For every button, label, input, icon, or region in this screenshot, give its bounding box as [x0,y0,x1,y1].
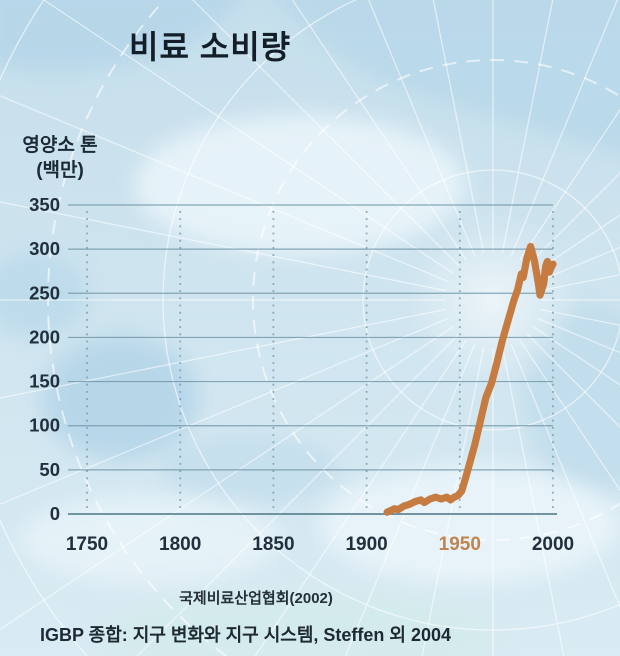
map-meridian-line [510,0,618,256]
y-tick-label-150: 150 [29,371,60,392]
series-line-fertilizer-consumption [383,242,557,516]
map-meridian-line [0,317,449,505]
y-tick-label-50: 50 [39,459,60,480]
x-tick-label-2000: 2000 [532,534,574,555]
map-meridian-line [421,346,485,656]
map-parallel-dashed-circle [252,59,620,541]
x-tick-label-1900: 1900 [345,534,387,555]
x-tick-label-1800: 1800 [159,534,201,555]
map-meridian-line [501,0,554,254]
map-meridian-line [344,344,476,656]
map-meridian-line [136,333,460,656]
y-axis-title-line1: 영양소 톤 [22,135,98,156]
map-meridian-line [432,0,485,254]
map-meridian-line [291,0,467,261]
map-meridian-line [254,339,467,656]
map-parallel-circle [162,0,620,631]
map-meridian-line [526,333,620,428]
map-meridian-line [0,95,449,283]
map-meridian-line [368,0,476,256]
map-meridian-line [526,172,620,267]
source-attribution: IGBP 종합: 지구 변화와 지구 시스템, Steffen 외 2004 [40,625,452,645]
map-meridian-line [0,308,447,399]
y-tick-label-250: 250 [29,282,60,303]
x-tick-label-1950-highlighted: 1950 [439,534,481,555]
y-tick-label-100: 100 [29,415,60,436]
map-meridian-line [519,339,620,492]
map-meridian-line [0,326,454,631]
x-tick-label-1750: 1750 [66,534,108,555]
y-axis-title-line2: (백만) [36,160,84,181]
y-tick-label-200: 200 [29,326,60,347]
map-meridian-line [510,344,620,609]
y-tick-label-300: 300 [29,238,60,259]
source-primary: 국제비료산업협회(2002) [179,590,333,607]
map-light-patches [20,115,620,656]
map-parallel-circle [362,169,620,431]
map-meridian-line [501,346,565,656]
y-tick-label-350: 350 [29,194,60,215]
map-meridian-line [192,0,460,267]
chart-title: 비료 소비량 [129,29,292,65]
y-tick-label-0: 0 [50,503,60,524]
map-meridian-line [519,108,620,261]
map-parallel-dashed-circle [47,0,228,656]
x-tick-label-1850: 1850 [252,534,294,555]
y-axis-title: 영양소 톤 (백만) [6,133,114,183]
